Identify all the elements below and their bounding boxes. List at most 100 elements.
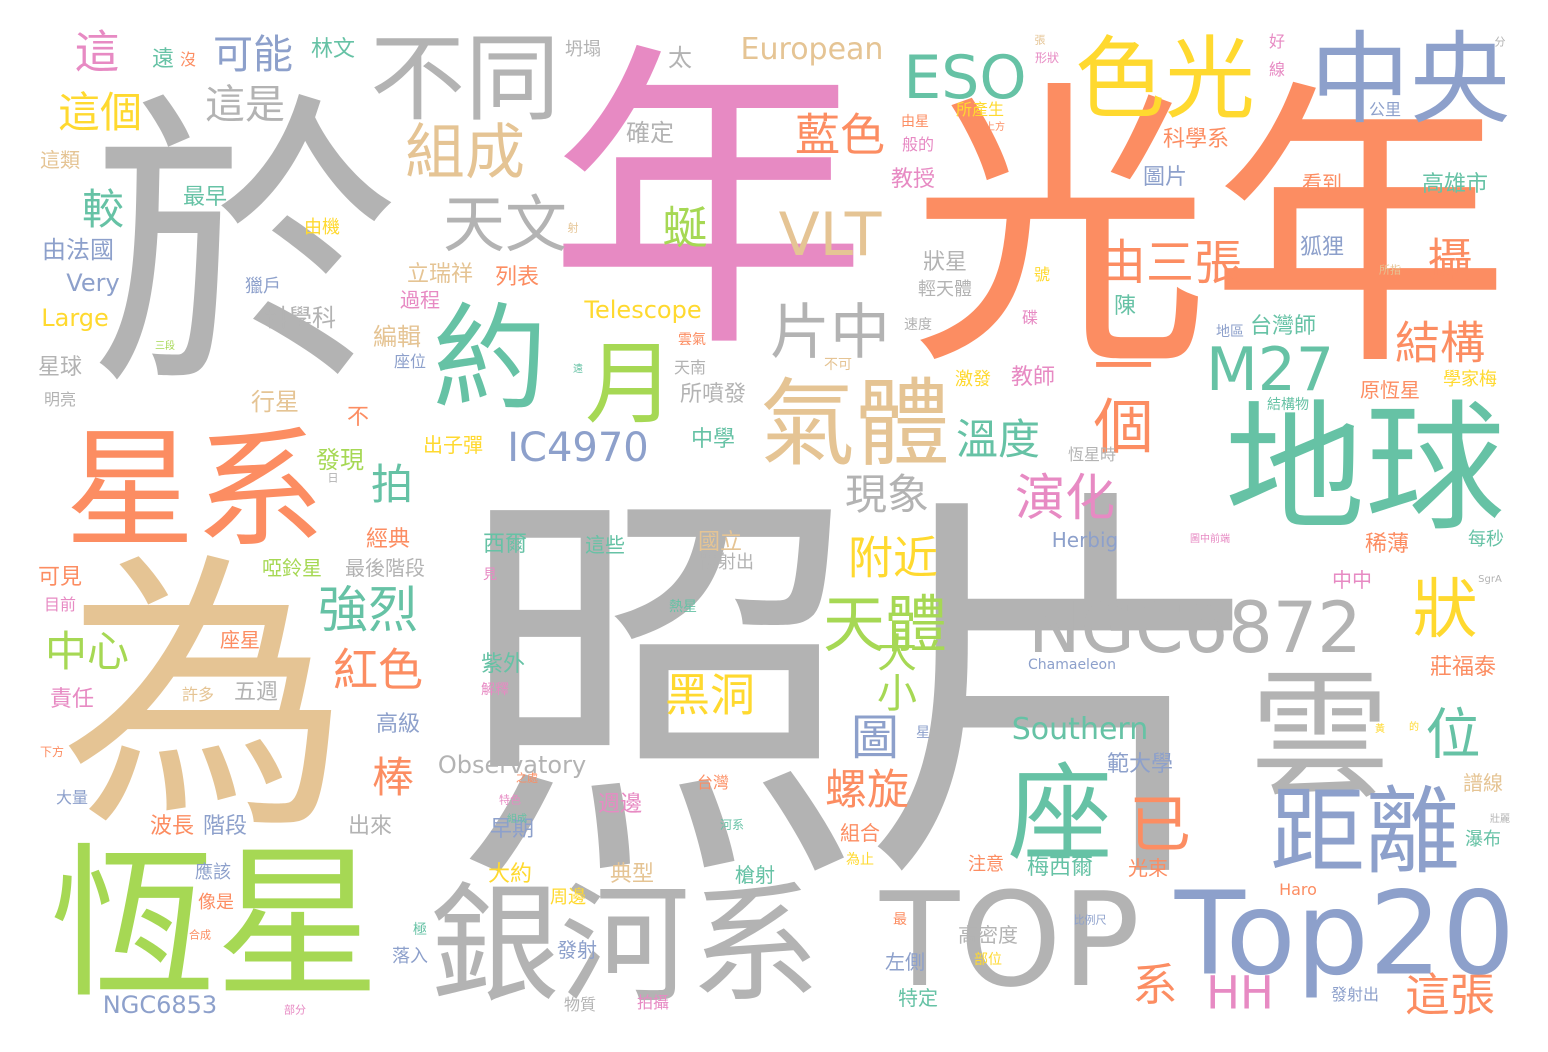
word-tu: 圖 — [850, 710, 900, 766]
word-zuoxing: 座星 — [220, 628, 260, 652]
word-die: 碟 — [1021, 308, 1039, 327]
word-pubu: 瀑布 — [1465, 829, 1501, 850]
word-butong: 不同 — [369, 24, 561, 135]
word-meimiao: 每秒 — [1468, 529, 1504, 550]
word-xian: 線 — [1268, 60, 1286, 79]
word-hh: HH — [1206, 966, 1274, 1020]
word-bianji: 編輯 — [373, 323, 421, 351]
word-qiangshe: 槍射 — [735, 863, 775, 887]
word-zhuangxing: 狀星 — [922, 250, 968, 275]
word-youfaguo: 由法國 — [42, 236, 114, 264]
word-suozhi: 所指 — [1379, 263, 1401, 277]
word-mingliang: 明亮 — [43, 390, 77, 409]
word-diqiu: 地球 — [1224, 388, 1506, 551]
word-sgra: SgrA — [1478, 574, 1502, 585]
word-chen: 陳 — [1113, 294, 1137, 319]
word-xianxiang: 現象 — [844, 470, 930, 519]
word-zhichu: 之處 — [516, 771, 538, 785]
word-she: 攝 — [1427, 233, 1473, 287]
word-zhaopian: 照片 — [452, 456, 1272, 934]
word-zhuang: 狀 — [1412, 572, 1478, 648]
word-xiafang: 下方 — [39, 745, 65, 759]
word-zuizao: 最早 — [182, 185, 228, 210]
word-eso: ESO — [903, 43, 1027, 113]
word-yue-about: 約 — [432, 292, 548, 427]
word-xingzhuang: 形狀 — [1034, 51, 1060, 65]
word-zucheng-small: 組成 — [507, 814, 527, 825]
word-yanhua: 演化 — [1015, 469, 1115, 527]
word-fashe: 發射 — [557, 938, 597, 962]
word-daliang: 大量 — [55, 788, 89, 807]
word-top20: Top20 — [1174, 867, 1516, 1002]
word-zhuangfutai: 莊福泰 — [1429, 655, 1497, 680]
word-huli: 狐狸 — [1299, 235, 1345, 260]
word-very: Very — [66, 269, 120, 297]
word-dianxing: 典型 — [609, 862, 655, 887]
word-chuzidan: 出子彈 — [423, 433, 483, 457]
word-yige: 一個 — [1083, 335, 1153, 455]
word-she-small: 射 — [567, 221, 579, 235]
word-zhoubian2: 周邊 — [550, 887, 586, 908]
word-zhuyi: 注意 — [968, 854, 1004, 875]
word-tianwen: 天文 — [442, 188, 568, 261]
word-juli: 距離 — [1269, 777, 1461, 888]
word-zhexie: 這些 — [585, 533, 625, 557]
word-wuzhi: 物質 — [563, 995, 597, 1014]
word-zhang: 張 — [1034, 33, 1046, 47]
word-linwen: 林文 — [310, 37, 356, 62]
word-zuhe: 組合 — [840, 821, 880, 845]
word-hao: 好 — [1268, 32, 1286, 51]
word-sudu: 速度 — [904, 317, 932, 333]
word-gaomidu: 高密度 — [958, 923, 1018, 947]
word-gongli: 公里 — [1368, 100, 1402, 119]
word-yuanhengxing: 原恆星 — [1360, 378, 1420, 402]
word-wei-pos: 位 — [1425, 702, 1481, 767]
word-zui: 最 — [893, 912, 907, 928]
word-jiao: 較 — [81, 185, 125, 234]
word-ngc6853: NGC6853 — [102, 991, 218, 1019]
word-xing-star: 星 — [916, 725, 930, 741]
word-zhongzhong: 中中 — [1332, 568, 1372, 592]
word-xuduo: 許多 — [181, 685, 215, 704]
word-southern: Southern — [1011, 712, 1149, 747]
word-suopenfa: 所噴發 — [679, 382, 747, 407]
word-guoli: 國立 — [697, 530, 743, 555]
word-bang: 棒 — [371, 753, 415, 802]
word-zhezhang: 這張 — [1404, 968, 1496, 1022]
word-bande: 般的 — [901, 135, 935, 154]
word-jiaoshou: 教授 — [890, 167, 936, 192]
word-xingqiu: 星球 — [37, 355, 83, 380]
word-tuzhongqianduan: 圖中前端 — [1190, 534, 1230, 545]
word-hengxingshi: 恆星時 — [1067, 445, 1117, 464]
word-zaoqi: 早期 — [489, 817, 535, 842]
word-wuzhou: 五週 — [233, 680, 279, 705]
word-zuoce: 左側 — [885, 950, 925, 974]
word-hengxing: 恆星 — [50, 828, 380, 1021]
word-youxing: 由星 — [901, 114, 929, 130]
word-mei: 沒 — [179, 50, 197, 69]
word-xiangshi: 像是 — [198, 892, 234, 913]
word-zuihoujieduan: 最後階段 — [345, 556, 425, 580]
word-haro: Haro — [1279, 880, 1317, 899]
word-tai: 太 — [668, 44, 692, 72]
word-fandaxue: 範大學 — [1106, 752, 1174, 777]
word-tianti: 天體 — [822, 588, 948, 661]
word-jieduan: 階段 — [202, 814, 248, 839]
word-hao-num: 號 — [1033, 265, 1051, 284]
word-yuan-small: 遠 — [573, 364, 583, 375]
word-jifa: 激發 — [955, 369, 991, 390]
word-bu: 不 — [346, 405, 370, 430]
word-daxiao: 大小 — [870, 632, 916, 712]
word-zuo: 座 — [1007, 753, 1113, 876]
word-observatory: Observatory — [437, 751, 587, 779]
word-zhuangli: 壯麗 — [1490, 814, 1510, 825]
word-shangfang: 上方 — [985, 122, 1005, 133]
word-bochang: 波長 — [149, 814, 195, 839]
word-tiannan: 天南 — [673, 358, 707, 377]
word-youji: 由機 — [304, 217, 340, 238]
word-lanse: 藍色 — [794, 108, 886, 162]
word-zhelei: 這類 — [40, 148, 80, 172]
word-xingxi: 星系 — [64, 414, 326, 566]
word-zhege: 這個 — [57, 88, 143, 137]
